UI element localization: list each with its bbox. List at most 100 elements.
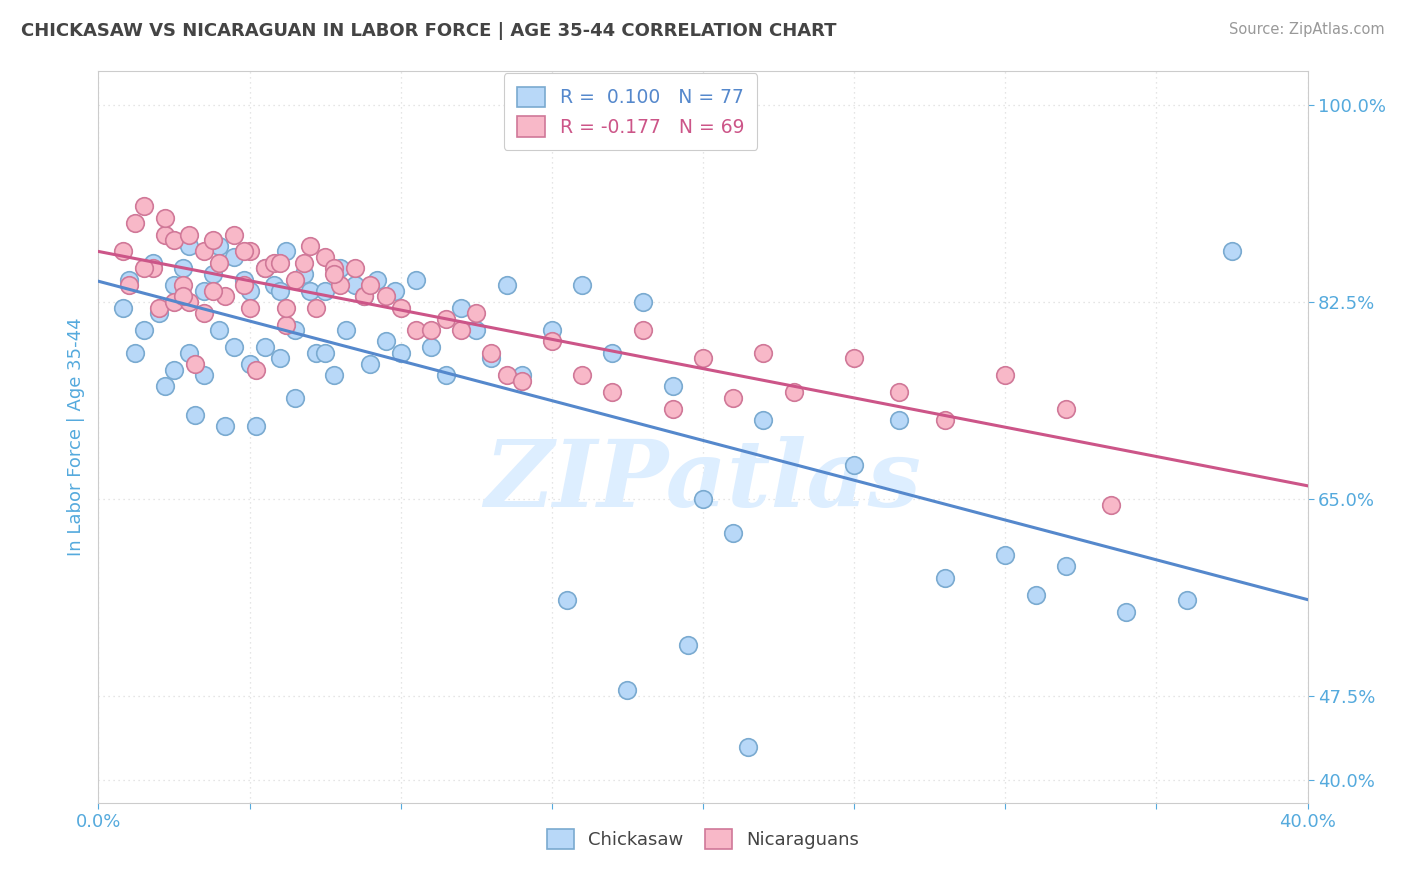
Point xyxy=(389,301,412,315)
Point xyxy=(889,413,911,427)
Point xyxy=(1024,588,1046,602)
Point xyxy=(329,261,352,276)
Point xyxy=(142,261,165,276)
Point xyxy=(616,683,638,698)
Point xyxy=(202,267,225,281)
Point xyxy=(172,278,194,293)
Point xyxy=(118,272,141,286)
Point xyxy=(344,278,367,293)
Point xyxy=(284,323,307,337)
Point xyxy=(245,418,267,433)
Point xyxy=(232,272,254,286)
Point xyxy=(284,272,307,286)
Point xyxy=(239,244,262,259)
Point xyxy=(124,345,146,359)
Point xyxy=(465,323,488,337)
Point xyxy=(510,374,533,388)
Point xyxy=(676,638,699,652)
Point xyxy=(360,278,382,293)
Point xyxy=(118,278,141,293)
Point xyxy=(389,345,412,359)
Point xyxy=(353,289,375,303)
Point xyxy=(366,272,388,286)
Point xyxy=(994,548,1017,562)
Point xyxy=(274,318,297,332)
Point xyxy=(179,227,201,242)
Point xyxy=(274,244,297,259)
Point xyxy=(111,301,134,315)
Point xyxy=(737,739,759,754)
Point xyxy=(314,284,336,298)
Point xyxy=(153,211,176,225)
Point xyxy=(269,284,291,298)
Point xyxy=(202,284,225,298)
Point xyxy=(208,255,231,269)
Point xyxy=(299,284,322,298)
Point xyxy=(132,261,155,276)
Point xyxy=(420,323,443,337)
Point xyxy=(172,261,194,276)
Point xyxy=(420,340,443,354)
Point xyxy=(752,413,775,427)
Point xyxy=(555,593,578,607)
Point xyxy=(132,323,155,337)
Point xyxy=(179,345,201,359)
Point xyxy=(323,267,346,281)
Point xyxy=(274,301,297,315)
Point xyxy=(450,301,472,315)
Point xyxy=(214,289,236,303)
Point xyxy=(692,351,714,366)
Point xyxy=(124,216,146,230)
Point xyxy=(163,295,186,310)
Point xyxy=(253,340,276,354)
Point xyxy=(179,239,201,253)
Point xyxy=(153,379,176,393)
Point xyxy=(292,255,315,269)
Point xyxy=(193,244,215,259)
Point xyxy=(661,401,683,416)
Point xyxy=(723,525,745,540)
Point xyxy=(253,261,276,276)
Point xyxy=(844,458,866,473)
Point xyxy=(263,255,285,269)
Point xyxy=(1054,401,1077,416)
Legend: Chickasaw, Nicaraguans: Chickasaw, Nicaraguans xyxy=(540,822,866,856)
Point xyxy=(314,345,336,359)
Point xyxy=(148,301,170,315)
Point xyxy=(163,233,186,247)
Point xyxy=(571,368,593,383)
Point xyxy=(540,334,562,349)
Text: Source: ZipAtlas.com: Source: ZipAtlas.com xyxy=(1229,22,1385,37)
Point xyxy=(193,306,215,320)
Point xyxy=(111,244,134,259)
Point xyxy=(224,250,246,264)
Point xyxy=(360,357,382,371)
Y-axis label: In Labor Force | Age 35-44: In Labor Force | Age 35-44 xyxy=(66,318,84,557)
Point xyxy=(214,418,236,433)
Point xyxy=(239,284,262,298)
Point xyxy=(263,278,285,293)
Point xyxy=(208,239,231,253)
Point xyxy=(571,278,593,293)
Point xyxy=(299,239,322,253)
Point xyxy=(132,199,155,213)
Point xyxy=(224,340,246,354)
Point xyxy=(208,323,231,337)
Point xyxy=(602,385,624,400)
Point xyxy=(434,368,457,383)
Point xyxy=(374,334,396,349)
Point xyxy=(540,323,562,337)
Point xyxy=(232,244,254,259)
Point xyxy=(202,233,225,247)
Point xyxy=(661,379,683,393)
Point xyxy=(465,306,488,320)
Point xyxy=(994,368,1017,383)
Point xyxy=(163,362,186,376)
Point xyxy=(172,289,194,303)
Point xyxy=(481,345,503,359)
Point xyxy=(450,323,472,337)
Point xyxy=(253,261,276,276)
Point xyxy=(374,289,396,303)
Point xyxy=(783,385,806,400)
Point xyxy=(510,368,533,383)
